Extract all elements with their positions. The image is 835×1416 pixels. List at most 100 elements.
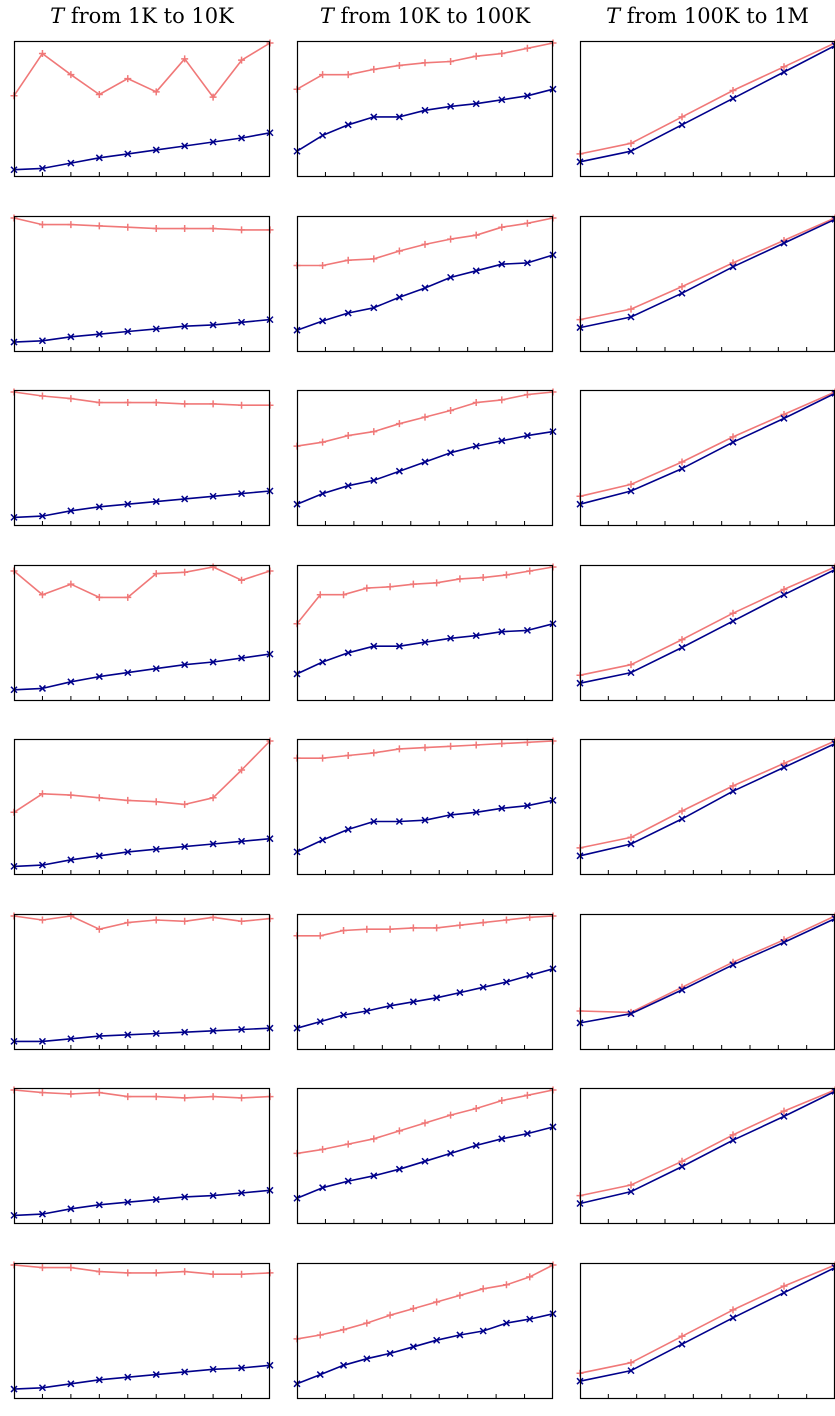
- point-r2c2-s2-5: [395, 293, 403, 301]
- chart-r8c2: [293, 1261, 557, 1400]
- point-r3c2-s1-2: [319, 438, 327, 446]
- series-line-r3c1-2: [13, 490, 271, 519]
- point-r5c3-s2-4: [729, 787, 737, 795]
- point-r1c2-s1-10: [523, 44, 531, 52]
- plot-frame-r7c1: [13, 1087, 271, 1225]
- point-r2c3-s2-5: [780, 239, 788, 247]
- point-r2c2-s1-4: [370, 255, 378, 263]
- point-r7c2-s2-4: [370, 1172, 378, 1180]
- point-r2c3-s2-2: [627, 313, 635, 321]
- point-r1c3-s1-4: [729, 87, 737, 95]
- point-r8c1-s2-4: [95, 1376, 103, 1384]
- point-r2c2-s1-7: [447, 235, 455, 243]
- point-r4c2-s1-6: [409, 580, 417, 588]
- point-r4c1-s1-5: [124, 593, 132, 601]
- series-line-r7c3-2: [579, 1090, 835, 1205]
- point-r7c2-s2-9: [498, 1135, 506, 1143]
- point-r1c2-s2-8: [472, 100, 480, 108]
- series-line-r4c1-1: [13, 566, 271, 599]
- point-r7c1-s1-2: [38, 1089, 46, 1097]
- plot-frame-r3c2: [296, 389, 554, 527]
- point-r3c1-s2-9: [238, 490, 246, 498]
- point-r8c2-s2-8: [456, 1331, 464, 1339]
- point-r7c1-s1-3: [67, 1090, 75, 1098]
- point-r1c1-s1-3: [67, 71, 75, 79]
- series-line-r3c3-1: [579, 391, 835, 498]
- point-r2c1-s2-4: [95, 330, 103, 338]
- point-r2c1-s1-9: [238, 226, 246, 234]
- point-r3c1-s2-8: [209, 492, 217, 500]
- point-r5c2-s1-4: [370, 749, 378, 757]
- plot-frame-r3c3: [579, 389, 835, 527]
- point-r2c2-s2-10: [523, 259, 531, 267]
- column-title-1-text: from 1K to 10K: [64, 4, 234, 28]
- point-r7c2-s1-6: [421, 1119, 429, 1127]
- point-r8c3-s2-5: [780, 1289, 788, 1297]
- point-r6c3-s2-3: [678, 986, 686, 994]
- point-r6c2-s1-4: [363, 925, 371, 933]
- point-r8c2-s2-10: [502, 1319, 510, 1327]
- point-r2c2-s1-3: [344, 256, 352, 264]
- point-r6c1-s2-2: [38, 1037, 46, 1045]
- point-r5c1-s1-6: [152, 798, 160, 806]
- point-r1c1-s2-2: [38, 164, 46, 172]
- point-r7c2-s2-6: [421, 1157, 429, 1165]
- point-r5c2-s2-4: [370, 817, 378, 826]
- chart-r4c1: [10, 563, 274, 702]
- point-r4c2-s2-7: [447, 634, 455, 642]
- point-r5c3-s1-2: [627, 833, 635, 841]
- point-r7c2-s2-10: [523, 1130, 531, 1138]
- plot-frame-r1c1: [13, 40, 271, 178]
- point-r6c2-s2-7: [433, 994, 441, 1002]
- point-r7c1-s2-7: [181, 1193, 189, 1201]
- point-r2c1-s2-5: [124, 327, 132, 336]
- chart-r1c3: [576, 39, 835, 178]
- point-r6c1-s2-9: [238, 1025, 246, 1034]
- point-r7c2-s2-3: [344, 1177, 352, 1185]
- point-r3c3-s1-5: [780, 410, 788, 418]
- point-r8c1-s1-2: [38, 1264, 46, 1272]
- point-r6c2-s2-11: [526, 971, 534, 979]
- chart-r6c2: [293, 912, 557, 1051]
- point-r5c2-s2-9: [498, 804, 506, 812]
- point-r8c2-s2-3: [340, 1361, 348, 1369]
- point-r2c1-s1-7: [181, 225, 189, 233]
- point-r6c3-s2-5: [780, 938, 788, 946]
- chart-r2c1: [10, 214, 274, 353]
- chart-r2c3: [576, 214, 835, 353]
- point-r5c1-s1-8: [209, 794, 217, 802]
- point-r4c2-s2-2: [319, 658, 327, 666]
- point-r2c2-s2-2: [319, 317, 327, 325]
- point-r8c2-s1-8: [456, 1291, 464, 1299]
- point-r3c2-s1-4: [370, 428, 378, 436]
- point-r4c1-s2-9: [238, 654, 246, 662]
- point-r2c1-s1-2: [38, 221, 46, 229]
- point-r5c2-s1-8: [472, 741, 480, 749]
- point-r8c1-s1-7: [181, 1268, 189, 1276]
- point-r5c2-s2-7: [447, 811, 455, 819]
- point-r3c2-s1-3: [344, 432, 352, 440]
- point-r5c1-s2-9: [238, 837, 246, 845]
- point-r3c1-s2-6: [152, 498, 160, 506]
- point-r4c3-s1-5: [780, 585, 788, 593]
- point-r8c1-s1-9: [238, 1270, 246, 1278]
- point-r7c1-s1-6: [152, 1093, 160, 1101]
- point-r6c2-s1-5: [386, 925, 394, 933]
- point-r4c2-s2-5: [395, 642, 403, 650]
- point-r4c1-s1-6: [152, 570, 160, 578]
- series-line-r3c1-1: [13, 391, 270, 407]
- point-r4c1-s1-7: [181, 568, 189, 576]
- point-r7c3-s1-2: [627, 1181, 635, 1189]
- point-r2c3-s2-3: [678, 289, 686, 297]
- series-line-r7c1-1: [13, 1089, 271, 1099]
- point-r2c3-s1-2: [627, 305, 635, 313]
- point-r3c1-s2-5: [124, 500, 132, 508]
- point-r7c1-s1-7: [181, 1094, 189, 1102]
- series-line-r8c3-2: [579, 1266, 835, 1382]
- point-r8c2-s1-10: [502, 1281, 510, 1289]
- point-r1c3-s2-6: [831, 42, 835, 50]
- point-r8c2-s2-11: [526, 1315, 534, 1323]
- point-r5c2-s1-7: [447, 742, 455, 750]
- plot-frame-r8c2: [296, 1262, 554, 1400]
